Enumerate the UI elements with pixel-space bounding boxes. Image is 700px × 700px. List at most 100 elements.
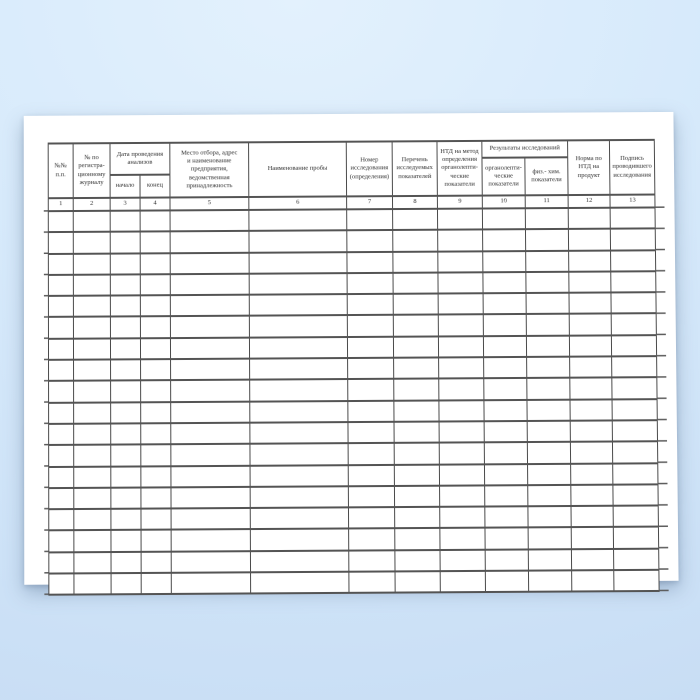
empty-cell [111,530,141,552]
empty-cell [571,549,613,571]
empty-cell [111,466,141,488]
column-number-cell: 3 [110,198,140,211]
empty-cell [73,253,110,274]
empty-cell [111,402,141,424]
empty-cell [347,251,393,273]
col-header-parameters-list: Перечень исследуемых показателей [392,141,437,196]
empty-cell [141,402,171,424]
empty-cell [249,209,347,231]
empty-cell [249,252,347,274]
empty-cell [613,484,658,506]
empty-cell [526,335,569,357]
empty-cell [347,230,393,252]
empty-cell [438,315,483,337]
empty-cell [612,420,657,442]
empty-cell [140,338,170,359]
empty-cell [610,207,655,228]
empty-cell [349,529,395,551]
empty-cell [571,485,613,507]
empty-cell [171,380,250,402]
empty-cell [141,530,171,552]
empty-cell [140,232,170,253]
empty-cell [393,251,438,273]
column-number-cell: 1 [48,198,73,211]
empty-cell [49,531,74,553]
table-header: №№ п.п. № по регистра- ционному журналу … [48,140,655,198]
empty-cell [439,421,484,443]
empty-cell [140,274,170,295]
empty-cell [49,402,74,423]
empty-cell [250,529,348,551]
empty-cell [171,401,250,423]
empty-cell [141,380,171,402]
empty-cell [249,316,347,338]
empty-cell [250,379,348,401]
empty-cell [110,253,140,274]
empty-cell [349,550,395,572]
empty-cell [48,232,73,253]
empty-cell [347,337,393,359]
empty-cell [141,423,171,445]
empty-cell [49,445,74,467]
column-number-cell: 4 [140,197,170,210]
empty-cell [484,400,527,422]
empty-cell [74,573,111,595]
empty-cell [110,338,140,359]
empty-cell [74,360,111,382]
empty-cell [249,337,347,359]
empty-cell [111,552,141,574]
empty-cell [48,211,73,232]
col-header-row-number: №№ п.п. [48,143,73,198]
empty-cell [394,486,439,508]
col-header-physchem: физ.- хим. показатели [525,157,568,195]
empty-cell [74,445,111,467]
empty-cell [395,571,440,593]
empty-cell [612,399,657,421]
empty-cell [483,314,526,336]
empty-cell [348,400,394,422]
empty-cell [613,506,658,528]
empty-cell [171,359,250,381]
empty-cell [49,552,74,574]
empty-cell [484,378,527,400]
empty-cell [437,209,482,230]
empty-cell [394,464,439,486]
empty-cell [526,314,569,336]
column-number-cell: 13 [610,195,655,208]
empty-cell [111,509,141,531]
empty-cell [483,251,526,272]
empty-cell [527,442,570,464]
empty-cell [393,336,438,358]
empty-cell [348,464,394,486]
empty-cell [73,211,110,232]
empty-cell [393,209,438,230]
page-background: №№ п.п. № по регистра- ционному журналу … [0,0,700,700]
empty-cell [612,442,657,464]
empty-cell [611,271,656,293]
empty-cell [570,442,612,464]
empty-cell [141,509,171,531]
empty-cell [482,208,525,229]
empty-cell [141,573,171,595]
empty-cell [484,421,527,443]
empty-cell [349,571,395,593]
empty-cell [170,252,249,274]
empty-cell [569,293,611,315]
empty-cell [528,549,571,571]
empty-cell [49,573,74,595]
empty-cell [526,250,569,271]
column-number-cell: 12 [568,195,610,208]
empty-cell [73,338,110,360]
empty-cell [440,485,485,507]
col-header-end: конец [140,175,170,198]
empty-cell [569,250,611,271]
empty-cell [111,445,141,467]
row-lines-left-overhang [44,210,49,596]
empty-cell [440,528,485,550]
empty-cell [171,465,250,487]
empty-cell [613,527,658,549]
empty-cell [570,399,612,421]
empty-cell [484,464,527,486]
empty-cell [438,336,483,358]
empty-cell [570,420,612,442]
